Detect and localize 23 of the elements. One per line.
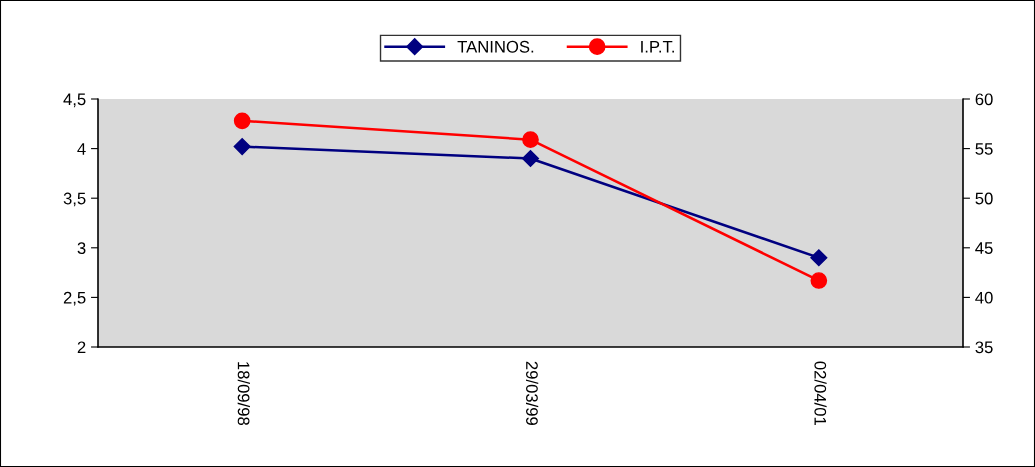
point [810, 272, 828, 289]
y-tick-label: 2,5 [63, 291, 86, 306]
y2-tick-label: 50 [975, 192, 993, 205]
y2-tick-label: 40 [975, 291, 993, 304]
legend-label: TANINOS. [457, 40, 534, 53]
y-tick-label: 4,5 [63, 93, 86, 108]
y-tick-label: 3 [77, 242, 86, 254]
x-tick-label: 29/03/99 [526, 361, 539, 425]
y-tick-label: 4 [77, 143, 86, 155]
y-tick-label: 2 [77, 341, 86, 354]
y2-tick-label: 55 [975, 143, 993, 155]
point [522, 131, 539, 149]
x-tick-label: 18/09/98 [237, 362, 250, 426]
x-tick-label: 02/04/01 [814, 361, 827, 425]
y2-tick-label: 35 [975, 341, 993, 354]
y2-tick-label: 60 [975, 93, 993, 106]
point [521, 149, 540, 168]
legend-label: I.P.T. [641, 41, 674, 53]
y-tick-label: 3,5 [63, 192, 86, 207]
point [233, 112, 251, 130]
point [810, 249, 828, 267]
y2-tick-label: 45 [975, 242, 993, 254]
point [233, 138, 251, 156]
